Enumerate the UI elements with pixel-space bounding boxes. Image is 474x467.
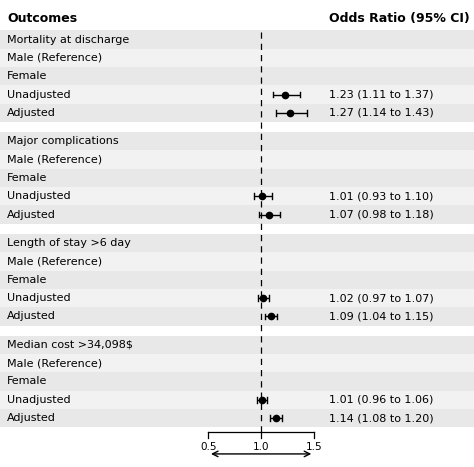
Text: Unadjusted: Unadjusted bbox=[7, 90, 71, 99]
Text: Adjusted: Adjusted bbox=[7, 311, 56, 321]
Text: Odds Ratio (95% CI): Odds Ratio (95% CI) bbox=[329, 12, 470, 25]
Bar bbox=[0, 30, 474, 49]
Text: Female: Female bbox=[7, 376, 47, 387]
Text: 1.14 (1.08 to 1.20): 1.14 (1.08 to 1.20) bbox=[329, 413, 434, 423]
Text: 1.02 (0.97 to 1.07): 1.02 (0.97 to 1.07) bbox=[329, 293, 434, 303]
Bar bbox=[0, 252, 474, 270]
Bar bbox=[0, 67, 474, 85]
Bar bbox=[0, 187, 474, 205]
Bar bbox=[0, 409, 474, 427]
Text: 0.5: 0.5 bbox=[200, 442, 217, 452]
Text: Unadjusted: Unadjusted bbox=[7, 293, 71, 303]
Bar bbox=[0, 289, 474, 307]
Text: Length of stay >6 day: Length of stay >6 day bbox=[7, 238, 131, 248]
Text: Adjusted: Adjusted bbox=[7, 210, 56, 219]
Text: 1.01 (0.93 to 1.10): 1.01 (0.93 to 1.10) bbox=[329, 191, 434, 201]
Text: Female: Female bbox=[7, 71, 47, 81]
Text: Male (Reference): Male (Reference) bbox=[7, 256, 102, 266]
Text: 1.09 (1.04 to 1.15): 1.09 (1.04 to 1.15) bbox=[329, 311, 434, 321]
Text: 1.07 (0.98 to 1.18): 1.07 (0.98 to 1.18) bbox=[329, 210, 434, 219]
Bar bbox=[0, 150, 474, 169]
Bar bbox=[0, 205, 474, 224]
Bar bbox=[0, 169, 474, 187]
Text: 1.01 (0.96 to 1.06): 1.01 (0.96 to 1.06) bbox=[329, 395, 434, 405]
Text: Female: Female bbox=[7, 173, 47, 183]
Text: Outcomes: Outcomes bbox=[7, 12, 77, 25]
Text: Female: Female bbox=[7, 275, 47, 285]
Bar bbox=[0, 122, 474, 132]
Bar bbox=[0, 372, 474, 390]
Bar bbox=[0, 354, 474, 372]
Text: Unadjusted: Unadjusted bbox=[7, 395, 71, 405]
Bar bbox=[0, 325, 474, 336]
Bar bbox=[0, 234, 474, 252]
Bar bbox=[0, 132, 474, 150]
Bar bbox=[0, 224, 474, 234]
Text: Major complications: Major complications bbox=[7, 136, 118, 146]
Text: Mortality at discharge: Mortality at discharge bbox=[7, 35, 129, 44]
Text: Male (Reference): Male (Reference) bbox=[7, 358, 102, 368]
Text: Adjusted: Adjusted bbox=[7, 108, 56, 118]
Bar bbox=[0, 85, 474, 104]
Text: Unadjusted: Unadjusted bbox=[7, 191, 71, 201]
Text: Male (Reference): Male (Reference) bbox=[7, 53, 102, 63]
Text: 1.0: 1.0 bbox=[253, 442, 269, 452]
Text: Median cost >34,098$: Median cost >34,098$ bbox=[7, 340, 133, 350]
Text: 1.5: 1.5 bbox=[306, 442, 322, 452]
Bar bbox=[0, 104, 474, 122]
Bar bbox=[0, 49, 474, 67]
Bar bbox=[0, 270, 474, 289]
Bar bbox=[0, 336, 474, 354]
Bar bbox=[0, 307, 474, 325]
Text: Adjusted: Adjusted bbox=[7, 413, 56, 423]
Text: 1.27 (1.14 to 1.43): 1.27 (1.14 to 1.43) bbox=[329, 108, 434, 118]
Text: Male (Reference): Male (Reference) bbox=[7, 155, 102, 164]
Text: 1.23 (1.11 to 1.37): 1.23 (1.11 to 1.37) bbox=[329, 90, 434, 99]
Bar bbox=[0, 390, 474, 409]
